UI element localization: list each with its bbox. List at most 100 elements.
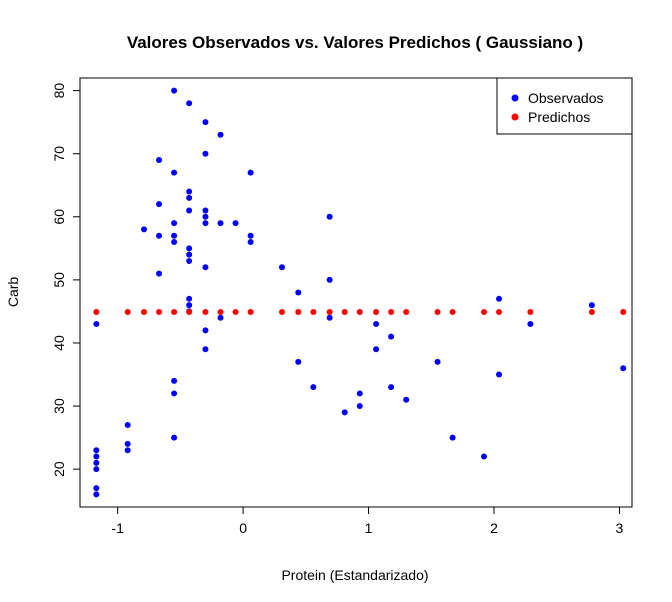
- legend-marker-predichos: [511, 113, 519, 121]
- point-predichos: [278, 309, 285, 316]
- point-observados: [247, 232, 254, 239]
- point-observados: [156, 157, 163, 164]
- point-observados: [496, 295, 503, 302]
- point-observados: [356, 390, 363, 397]
- point-observados: [186, 302, 193, 309]
- point-observados: [171, 239, 178, 246]
- point-predichos: [247, 309, 254, 316]
- point-observados: [202, 150, 209, 157]
- point-observados: [171, 434, 178, 441]
- point-observados: [186, 194, 193, 201]
- point-observados: [186, 188, 193, 195]
- point-observados: [326, 314, 333, 321]
- y-tick-label: 20: [51, 461, 67, 477]
- legend-box: [496, 77, 633, 135]
- point-predichos: [403, 309, 410, 316]
- point-observados: [93, 491, 100, 498]
- point-predichos: [186, 309, 193, 316]
- point-observados: [278, 264, 285, 271]
- point-observados: [449, 434, 456, 441]
- x-tick-label: 0: [239, 520, 247, 536]
- point-predichos: [156, 309, 163, 316]
- point-observados: [186, 207, 193, 214]
- point-observados: [217, 220, 224, 227]
- point-predichos: [202, 309, 209, 316]
- y-axis: 20 30 40 50 60 70 80: [51, 83, 81, 477]
- point-predichos: [434, 309, 441, 316]
- point-observados: [93, 453, 100, 460]
- data-points: [93, 87, 627, 498]
- point-observados: [232, 220, 239, 227]
- x-axis-label: Protein (Estandarizado): [281, 567, 428, 583]
- point-observados: [496, 371, 503, 378]
- point-predichos: [373, 309, 380, 316]
- point-observados: [326, 276, 333, 283]
- point-observados: [186, 251, 193, 258]
- point-observados: [171, 169, 178, 176]
- point-observados: [124, 447, 131, 454]
- point-observados: [217, 131, 224, 138]
- point-observados: [156, 232, 163, 239]
- point-predichos: [356, 309, 363, 316]
- point-observados: [124, 421, 131, 428]
- point-predichos: [140, 309, 147, 316]
- point-observados: [140, 226, 147, 233]
- point-observados: [171, 377, 178, 384]
- x-tick-label: -1: [111, 520, 124, 536]
- point-observados: [620, 365, 627, 372]
- point-predichos: [527, 309, 534, 316]
- legend: Observados Predichos: [496, 77, 633, 135]
- chart-title: Valores Observados vs. Valores Predichos…: [127, 33, 583, 52]
- point-predichos: [326, 309, 333, 316]
- point-observados: [124, 440, 131, 447]
- y-tick-label: 30: [51, 398, 67, 414]
- y-tick-label: 80: [51, 83, 67, 99]
- x-tick-label: 2: [490, 520, 498, 536]
- point-predichos: [588, 309, 595, 316]
- point-observados: [480, 453, 487, 460]
- point-observados: [310, 384, 317, 391]
- point-observados: [93, 485, 100, 492]
- point-observados: [186, 257, 193, 264]
- point-predichos: [232, 309, 239, 316]
- point-predichos: [480, 309, 487, 316]
- legend-marker-observados: [511, 94, 519, 102]
- point-observados: [247, 169, 254, 176]
- point-predichos: [449, 309, 456, 316]
- point-observados: [202, 119, 209, 126]
- legend-label-observados: Observados: [528, 90, 603, 106]
- point-observados: [93, 321, 100, 328]
- point-predichos: [124, 309, 131, 316]
- y-axis-label: Carb: [5, 277, 21, 308]
- point-observados: [527, 321, 534, 328]
- x-tick-label: 3: [616, 520, 624, 536]
- point-observados: [202, 346, 209, 353]
- point-predichos: [171, 309, 178, 316]
- point-observados: [171, 232, 178, 239]
- x-axis: -1 0 1 2 3: [111, 506, 624, 536]
- point-observados: [93, 466, 100, 473]
- point-observados: [373, 321, 380, 328]
- point-observados: [186, 245, 193, 252]
- point-predichos: [93, 309, 100, 316]
- point-observados: [93, 447, 100, 454]
- point-observados: [202, 264, 209, 271]
- x-tick-label: 1: [365, 520, 373, 536]
- point-observados: [202, 207, 209, 214]
- plot-area-border: [79, 77, 633, 508]
- y-tick-label: 60: [51, 209, 67, 225]
- point-observados: [156, 201, 163, 208]
- point-predichos: [310, 309, 317, 316]
- point-predichos: [295, 309, 302, 316]
- point-observados: [247, 239, 254, 246]
- legend-label-predichos: Predichos: [528, 109, 590, 125]
- point-observados: [434, 358, 441, 365]
- point-predichos: [341, 309, 348, 316]
- point-observados: [295, 358, 302, 365]
- point-predichos: [620, 309, 627, 316]
- point-observados: [373, 346, 380, 353]
- point-observados: [202, 213, 209, 220]
- point-observados: [388, 384, 395, 391]
- point-observados: [186, 100, 193, 107]
